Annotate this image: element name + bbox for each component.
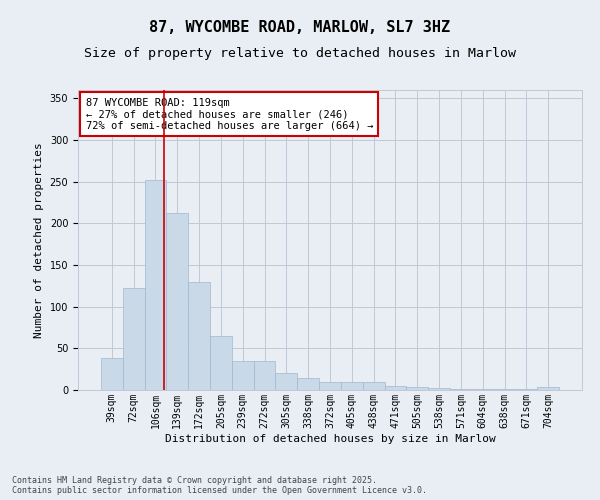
Bar xyxy=(275,374,297,390)
Bar xyxy=(472,389,494,390)
Bar xyxy=(166,214,188,390)
Text: Size of property relative to detached houses in Marlow: Size of property relative to detached ho… xyxy=(84,48,516,60)
Bar xyxy=(537,386,559,390)
Bar xyxy=(145,180,166,390)
Bar xyxy=(188,282,210,390)
Bar xyxy=(428,388,450,390)
X-axis label: Distribution of detached houses by size in Marlow: Distribution of detached houses by size … xyxy=(164,434,496,444)
Bar xyxy=(101,358,123,390)
Bar xyxy=(319,382,341,390)
Bar xyxy=(363,382,385,390)
Text: Contains HM Land Registry data © Crown copyright and database right 2025.
Contai: Contains HM Land Registry data © Crown c… xyxy=(12,476,427,495)
Text: 87, WYCOMBE ROAD, MARLOW, SL7 3HZ: 87, WYCOMBE ROAD, MARLOW, SL7 3HZ xyxy=(149,20,451,35)
Bar xyxy=(123,288,145,390)
Bar xyxy=(406,386,428,390)
Bar xyxy=(515,389,537,390)
Text: 87 WYCOMBE ROAD: 119sqm
← 27% of detached houses are smaller (246)
72% of semi-d: 87 WYCOMBE ROAD: 119sqm ← 27% of detache… xyxy=(86,98,373,130)
Bar xyxy=(232,361,254,390)
Bar xyxy=(494,389,515,390)
Bar xyxy=(254,361,275,390)
Bar xyxy=(450,389,472,390)
Y-axis label: Number of detached properties: Number of detached properties xyxy=(34,142,44,338)
Bar xyxy=(210,336,232,390)
Bar xyxy=(341,382,363,390)
Bar xyxy=(385,386,406,390)
Bar xyxy=(297,378,319,390)
